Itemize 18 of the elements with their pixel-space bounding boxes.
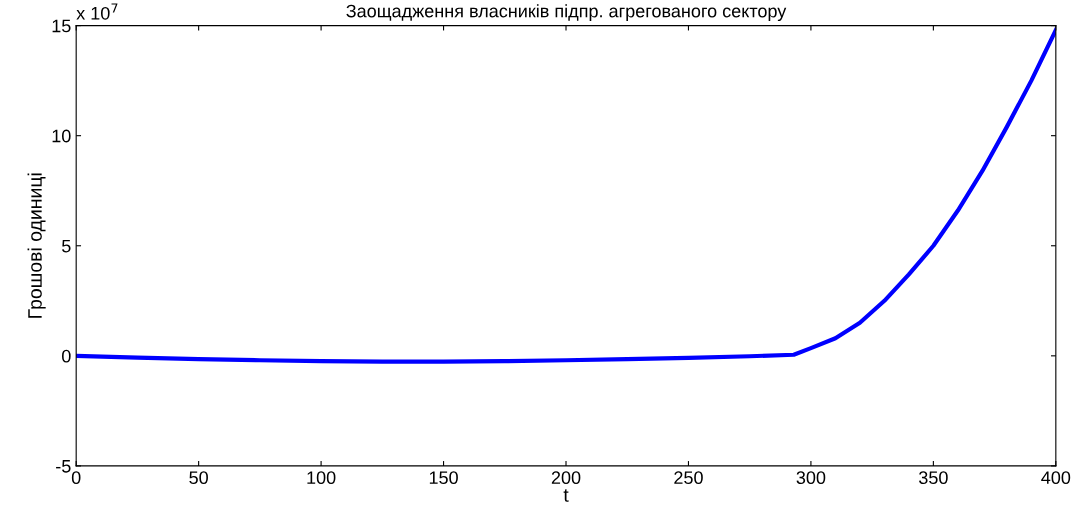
y-axis-title: Грошові одиниці xyxy=(27,173,46,318)
x-tick-label: 150 xyxy=(429,471,458,485)
x-tick-label: 200 xyxy=(551,471,581,485)
text: x 10$^{7}$ xyxy=(76,3,118,20)
y-tick-label: 15 xyxy=(52,19,71,33)
x-tick-label: 250 xyxy=(674,471,703,485)
x-tick-label: 100 xyxy=(307,471,336,485)
y-tick-label: 10 xyxy=(52,129,71,143)
y-tick-label: 5 xyxy=(62,239,71,253)
y-tick-label: 0 xyxy=(61,349,71,363)
x-tick-label: 400 xyxy=(1041,471,1071,485)
x-tick-label: 300 xyxy=(796,471,826,485)
y-tick-label: -5 xyxy=(56,460,71,473)
x-tick-label: 0 xyxy=(71,471,81,485)
chart-title: Заощадження власників підпр. агрегованого сектору xyxy=(346,4,787,22)
x-tick-label: 50 xyxy=(189,471,208,485)
x-axis-title: t xyxy=(563,489,569,502)
x-tick-label: 350 xyxy=(919,471,948,485)
